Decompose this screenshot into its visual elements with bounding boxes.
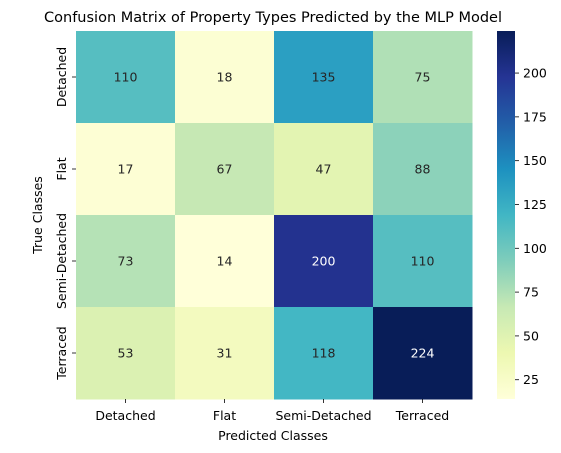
colorbar-tick-label: 200 [523,66,547,81]
colorbar-tick-label: 50 [523,328,539,343]
colorbar [497,31,515,399]
cell-value-label: 135 [312,70,336,85]
y-tick-labels: Detached Flat Semi-Detached Terraced [54,47,76,381]
x-tick-label: Detached [95,408,155,423]
cell-value-label: 67 [217,162,233,177]
cell-value-label: 14 [217,254,233,269]
y-tick-label: Detached [54,47,69,107]
colorbar-tick-label: 75 [523,285,539,300]
heatmap-cell-3-3 [373,307,473,400]
heatmap-cell-2-0 [76,215,176,308]
x-tick-label: Flat [213,408,236,423]
colorbar-tick-label: 125 [523,197,547,212]
heatmap-cell-1-2 [274,123,374,216]
heatmap-cell-3-2 [274,307,374,400]
colorbar-tick-label: 100 [523,241,547,256]
heatmap-cell-0-0 [76,31,176,124]
y-axis-label: True Classes [30,176,45,255]
chart-title: Confusion Matrix of Property Types Predi… [44,10,502,26]
cell-value-label: 118 [312,346,336,361]
heatmap-cell-0-2 [274,31,374,124]
heatmap-cell-0-3 [373,31,473,124]
colorbar-tick-label: 150 [523,153,547,168]
cell-value-label: 75 [415,70,431,85]
x-tick-label: Semi-Detached [275,408,371,423]
x-tick-labels: Detached Flat Semi-Detached Terraced [95,399,449,423]
heatmap-cell-2-3 [373,215,473,308]
cell-value-label: 200 [312,254,336,269]
cell-value-label: 88 [415,162,431,177]
cell-value-label: 110 [114,70,138,85]
heatmap-cell-1-3 [373,123,473,216]
cell-value-label: 110 [411,254,435,269]
y-tick-label: Terraced [54,326,69,380]
cell-value-label: 17 [118,162,134,177]
cell-value-label: 53 [118,346,134,361]
cell-value-label: 31 [217,346,233,361]
x-tick-label: Terraced [395,408,449,423]
heatmap-cell-0-1 [175,31,275,124]
cell-value-label: 18 [217,70,233,85]
y-tick-label: Semi-Detached [54,213,69,309]
colorbar-ticks: 25 50 75 100 125 150 175 200 [515,66,547,387]
heatmap-cell-2-2 [274,215,374,308]
heatmap-cell-1-1 [175,123,275,216]
colorbar-tick-label: 175 [523,109,547,124]
heatmap-cell-3-0 [76,307,176,400]
colorbar-tick-label: 25 [523,372,539,387]
heatmap-cells: 110 18 135 75 17 67 47 88 73 14 200 110 53 31 118 224 [76,31,473,400]
x-axis-label: Predicted Classes [218,428,328,443]
heatmap-cell-3-1 [175,307,275,400]
heatmap-cell-2-1 [175,215,275,308]
heatmap-cell-1-0 [76,123,176,216]
cell-value-label: 73 [118,254,134,269]
cell-value-label: 47 [316,162,332,177]
cell-value-label: 224 [411,346,435,361]
y-tick-label: Flat [54,157,69,180]
